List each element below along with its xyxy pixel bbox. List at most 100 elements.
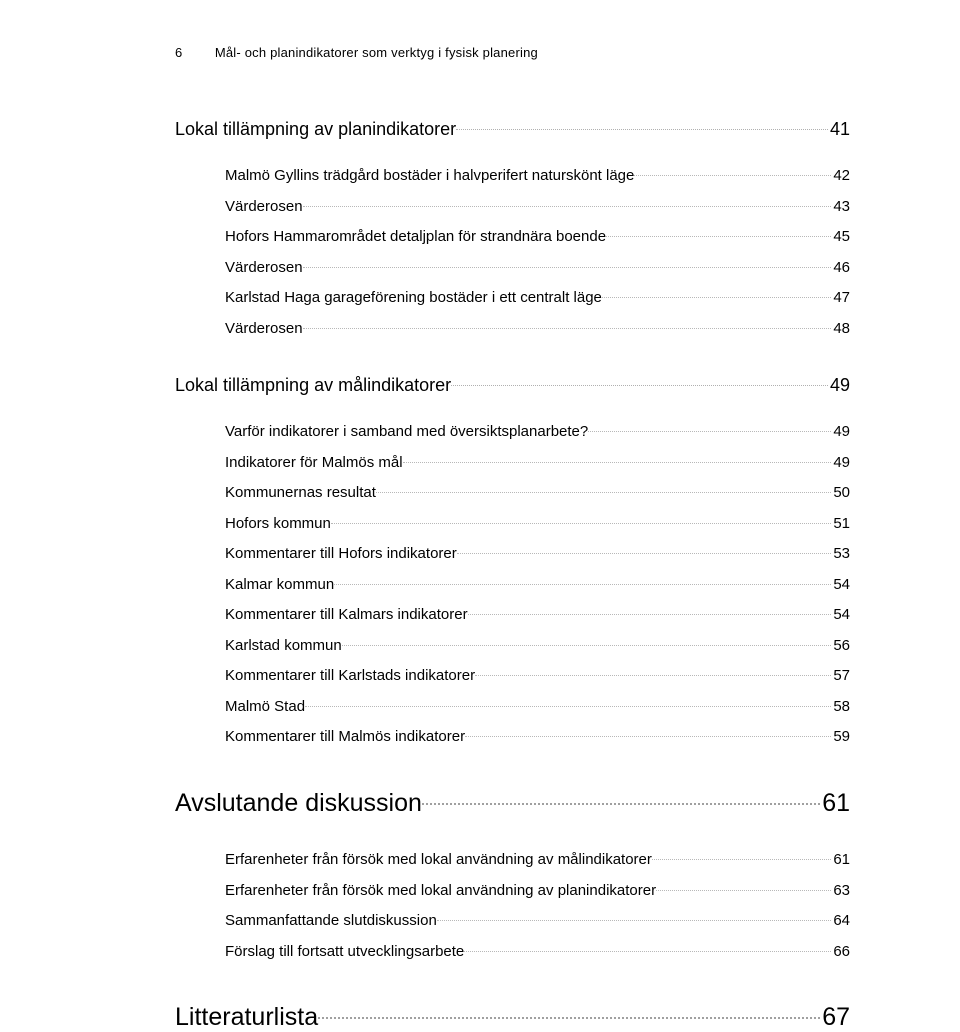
toc-entry: Kalmar kommun 54: [175, 572, 850, 593]
toc-entry-page: 49: [831, 454, 850, 471]
toc-leader: [331, 511, 831, 528]
toc-entry-page: 51: [831, 515, 850, 532]
toc-leader: [634, 164, 831, 181]
toc-leader: [403, 450, 832, 467]
toc-entry-page: 53: [831, 545, 850, 562]
toc-entry-label: Sammanfattande slutdiskussion: [225, 912, 437, 929]
toc-leader: [652, 848, 831, 865]
toc-entry-label: Malmö Stad: [225, 698, 305, 715]
toc-entry-page: 67: [820, 1003, 850, 1032]
toc-spacer: [175, 150, 850, 162]
document-page: 6 Mål- och planindikatorer som verktyg i…: [0, 0, 960, 1016]
toc-entry: Kommentarer till Kalmars indikatorer54: [175, 603, 850, 624]
toc-leader: [305, 694, 831, 711]
toc-spacer: [175, 347, 850, 365]
toc-entry-page: 41: [828, 119, 850, 140]
toc-entry-label: Lokal tillämpning av planindikatorer: [175, 119, 456, 140]
toc-entry-label: Värderosen: [225, 259, 303, 276]
toc-entry-label: Litteraturlista: [175, 1003, 318, 1032]
toc-entry-label: Karlstad Haga garageförening bostäder i …: [225, 289, 602, 306]
toc-entry: Lokal tillämpning av planindikatorer 41: [175, 115, 850, 140]
toc-entry-page: 49: [828, 375, 850, 396]
toc-entry-label: Avslutande diskussion: [175, 789, 422, 818]
toc-leader: [468, 603, 832, 620]
toc-leader: [422, 783, 820, 811]
toc-entry: Indikatorer för Malmös mål 49: [175, 450, 850, 471]
toc-entry-label: Kommentarer till Karlstads indikatorer: [225, 667, 475, 684]
toc-entry: Värderosen 48: [175, 316, 850, 337]
toc-entry: Förslag till fortsatt utvecklingsarbete 6…: [175, 939, 850, 960]
table-of-contents: Lokal tillämpning av planindikatorer 41 Ma…: [175, 115, 850, 1032]
toc-entry-label: Erfarenheter från försök med lokal använ…: [225, 851, 652, 868]
toc-spacer: [175, 755, 850, 773]
toc-entry-page: 61: [820, 789, 850, 818]
toc-leader: [602, 286, 831, 303]
toc-entry-page: 48: [831, 320, 850, 337]
toc-entry: Litteraturlista 67: [175, 998, 850, 1032]
toc-leader: [342, 633, 832, 650]
toc-entry: Kommentarer till Malmös indikatorer 59: [175, 725, 850, 746]
toc-entry-label: Kommentarer till Hofors indikatorer: [225, 545, 457, 562]
toc-entry-label: Hofors kommun: [225, 515, 331, 532]
toc-entry: Karlstad Haga garageförening bostäder i …: [175, 286, 850, 307]
toc-entry-page: 63: [831, 882, 850, 899]
toc-entry-label: Kalmar kommun: [225, 576, 334, 593]
toc-entry-label: Värderosen: [225, 198, 303, 215]
toc-entry: Avslutande diskussion 61: [175, 783, 850, 818]
toc-leader: [451, 371, 828, 391]
toc-entry: Malmö Gyllins trädgård bostäder i halvpe…: [175, 164, 850, 185]
toc-spacer: [175, 406, 850, 418]
toc-entry-label: Kommentarer till Kalmars indikatorer: [225, 606, 468, 623]
toc-leader: [303, 255, 832, 272]
toc-entry-page: 57: [831, 667, 850, 684]
toc-entry-page: 54: [831, 576, 850, 593]
toc-entry: Värderosen 46: [175, 255, 850, 276]
toc-leader: [303, 316, 832, 333]
toc-entry-page: 47: [831, 289, 850, 306]
toc-entry-page: 66: [831, 943, 850, 960]
toc-entry-page: 45: [831, 228, 850, 245]
toc-leader: [318, 998, 820, 1026]
toc-leader: [656, 878, 831, 895]
toc-entry-label: Värderosen: [225, 320, 303, 337]
toc-entry-page: 49: [831, 423, 850, 440]
toc-entry-label: Kommunernas resultat: [225, 484, 376, 501]
page-header: 6 Mål- och planindikatorer som verktyg i…: [175, 45, 850, 60]
toc-entry-label: Hofors Hammarområdet detaljplan för stra…: [225, 228, 606, 245]
toc-entry-page: 56: [831, 637, 850, 654]
header-title: Mål- och planindikatorer som verktyg i f…: [215, 45, 538, 60]
toc-entry: Sammanfattande slutdiskussion 64: [175, 909, 850, 930]
toc-entry: Karlstad kommun 56: [175, 633, 850, 654]
toc-leader: [437, 909, 832, 926]
toc-entry-label: Lokal tillämpning av målindikatorer: [175, 375, 451, 396]
page-number: 6: [175, 45, 211, 60]
toc-entry: Kommunernas resultat 50: [175, 481, 850, 502]
toc-entry: Lokal tillämpning av målindikatorer 49: [175, 371, 850, 396]
toc-entry-page: 42: [831, 167, 850, 184]
toc-entry-label: Förslag till fortsatt utvecklingsarbete: [225, 943, 464, 960]
toc-entry-label: Karlstad kommun: [225, 637, 342, 654]
toc-entry: Erfarenheter från försök med lokal använ…: [175, 878, 850, 899]
toc-entry-label: Indikatorer för Malmös mål: [225, 454, 403, 471]
toc-leader: [456, 115, 828, 135]
toc-leader: [457, 542, 832, 559]
toc-entry: Hofors Hammarområdet detaljplan för stra…: [175, 225, 850, 246]
toc-leader: [606, 225, 831, 242]
toc-spacer: [175, 834, 850, 846]
toc-spacer: [175, 970, 850, 988]
toc-entry-page: 46: [831, 259, 850, 276]
toc-entry-page: 50: [831, 484, 850, 501]
toc-entry-label: Malmö Gyllins trädgård bostäder i halvpe…: [225, 167, 634, 184]
toc-entry: Erfarenheter från försök med lokal använ…: [175, 848, 850, 869]
toc-entry: Värderosen43: [175, 194, 850, 215]
toc-entry-page: 64: [831, 912, 850, 929]
toc-entry-label: Varför indikatorer i samband med översik…: [225, 423, 588, 440]
toc-entry-page: 59: [831, 728, 850, 745]
toc-entry-label: Kommentarer till Malmös indikatorer: [225, 728, 465, 745]
toc-leader: [475, 664, 831, 681]
toc-entry-page: 61: [831, 851, 850, 868]
toc-entry: Hofors kommun 51: [175, 511, 850, 532]
toc-leader: [376, 481, 831, 498]
toc-entry-page: 58: [831, 698, 850, 715]
toc-leader: [465, 725, 831, 742]
